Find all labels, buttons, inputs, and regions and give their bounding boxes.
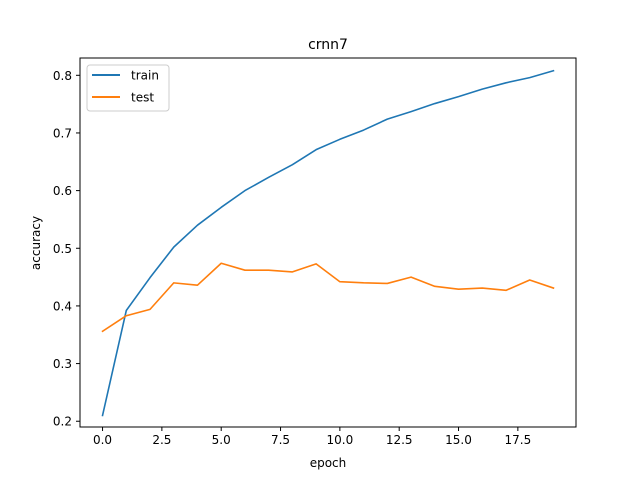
y-tick-label: 0.5 (53, 242, 72, 256)
y-axis-ticks: 0.2 0.3 0.4 0.5 0.6 0.7 0.8 (53, 69, 80, 429)
y-tick-label: 0.8 (53, 69, 72, 83)
x-tick-label: 17.5 (504, 433, 531, 447)
x-axis-ticks: 0.0 2.5 5.0 7.5 10.0 12.5 15.0 17.5 (93, 427, 531, 447)
y-tick-label: 0.6 (53, 184, 72, 198)
x-tick-label: 10.0 (327, 433, 354, 447)
y-tick-label: 0.2 (53, 415, 72, 429)
legend-label-train: train (131, 69, 159, 83)
y-tick-label: 0.4 (53, 299, 72, 313)
x-tick-label: 5.0 (212, 433, 231, 447)
plot-frame (79, 57, 577, 428)
legend-label-test: test (131, 91, 154, 105)
y-axis-label: accuracy (29, 216, 43, 270)
x-tick-label: 7.5 (271, 433, 290, 447)
chart-title: crnn7 (308, 37, 348, 53)
y-tick-label: 0.3 (53, 357, 72, 371)
series-line-test (101, 262, 555, 333)
x-tick-label: 15.0 (445, 433, 472, 447)
x-tick-label: 2.5 (152, 433, 171, 447)
x-tick-label: 0.0 (93, 433, 112, 447)
x-axis-label: epoch (310, 456, 347, 470)
x-tick-label: 12.5 (386, 433, 413, 447)
legend: train test (86, 64, 170, 112)
series-line-train (101, 69, 555, 417)
y-tick-label: 0.7 (53, 126, 72, 140)
legend-box (86, 64, 170, 112)
plot-lines (101, 69, 555, 417)
